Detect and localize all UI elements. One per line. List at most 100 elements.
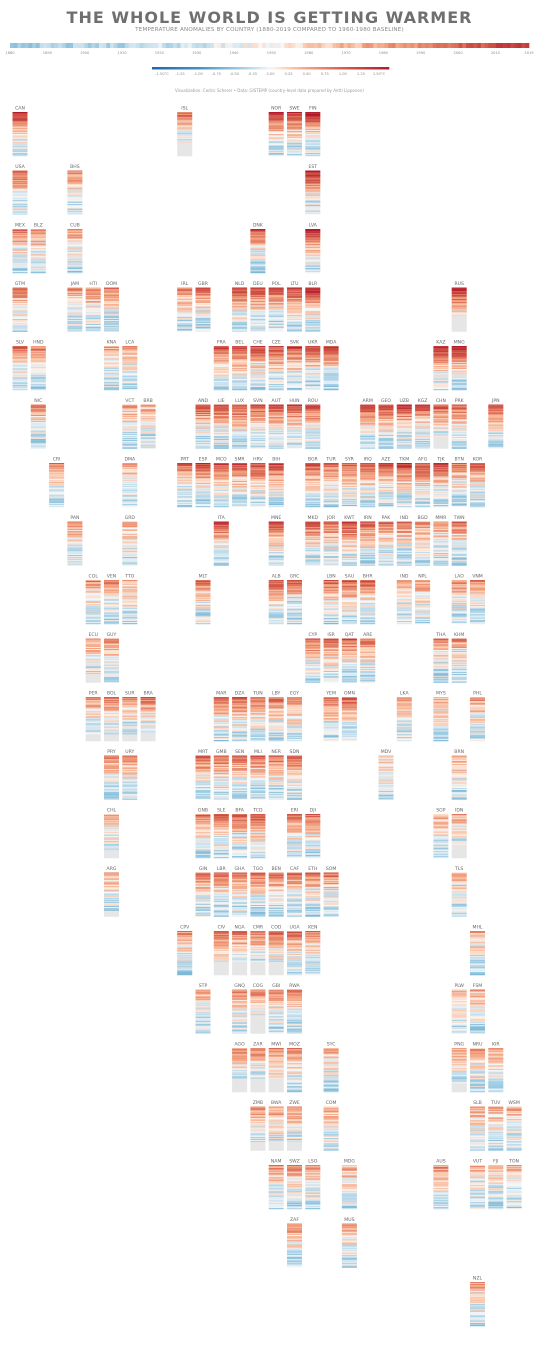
year-stripe bbox=[213, 407, 229, 409]
year-stripe bbox=[451, 412, 467, 414]
year-stripe bbox=[287, 413, 302, 415]
year-stripe bbox=[396, 424, 412, 426]
year-stripe bbox=[287, 446, 302, 448]
year-stripe bbox=[250, 494, 266, 496]
year-stripe bbox=[268, 140, 284, 142]
year-stripe bbox=[470, 621, 485, 623]
year-stripe bbox=[415, 443, 431, 445]
year-stripe bbox=[250, 504, 266, 506]
year-stripe bbox=[195, 434, 211, 436]
year-stripe bbox=[122, 545, 138, 547]
year-stripe bbox=[49, 463, 65, 466]
year-stripe bbox=[195, 330, 211, 332]
year-stripe bbox=[268, 493, 284, 495]
year-stripe bbox=[67, 251, 83, 253]
country-code-label: TJK bbox=[436, 457, 445, 463]
year-stripe bbox=[67, 191, 83, 193]
year-stripe bbox=[30, 426, 46, 428]
year-stripe bbox=[268, 407, 284, 409]
year-stripe bbox=[415, 428, 431, 430]
year-stripe bbox=[451, 422, 467, 424]
year-color-bar bbox=[10, 43, 530, 48]
year-stripe bbox=[85, 289, 101, 291]
year-stripe bbox=[447, 43, 452, 48]
year-stripe bbox=[232, 300, 248, 303]
year-stripe bbox=[104, 606, 119, 608]
year-stripe bbox=[451, 468, 467, 470]
year-stripe bbox=[67, 550, 83, 552]
country-tile-dom: DOM bbox=[104, 281, 119, 332]
year-stripe bbox=[195, 477, 211, 479]
year-stripe bbox=[451, 436, 467, 438]
year-stripe bbox=[122, 384, 138, 386]
year-stripe bbox=[305, 561, 321, 563]
year-stripe bbox=[305, 200, 321, 202]
year-stripe bbox=[30, 254, 46, 257]
year-stripe bbox=[122, 500, 138, 502]
year-stripe bbox=[268, 155, 284, 157]
year-stripe bbox=[195, 611, 211, 613]
year-stripe bbox=[268, 490, 284, 492]
year-stripe bbox=[305, 210, 321, 212]
year-stripe bbox=[213, 498, 229, 500]
year-stripe bbox=[433, 469, 449, 471]
year-stripe bbox=[268, 298, 284, 301]
year-stripe bbox=[232, 367, 248, 369]
year-stripe bbox=[12, 247, 28, 249]
year-stripe bbox=[378, 424, 394, 426]
year-stripe bbox=[67, 538, 83, 540]
year-stripe bbox=[67, 248, 83, 250]
year-stripe bbox=[85, 320, 101, 323]
country-code-label: NPL bbox=[418, 574, 427, 580]
year-stripe bbox=[195, 294, 211, 296]
year-stripe bbox=[415, 435, 431, 437]
year-stripe bbox=[104, 317, 119, 319]
year-stripe bbox=[451, 477, 467, 479]
year-stripe bbox=[30, 235, 46, 237]
year-stripe bbox=[433, 438, 449, 441]
year-stripe bbox=[305, 208, 321, 210]
year-stripe bbox=[287, 354, 302, 356]
year-stripe bbox=[268, 324, 284, 327]
year-stripe bbox=[415, 620, 431, 622]
year-stripe bbox=[451, 365, 467, 367]
year-stripe bbox=[268, 414, 284, 416]
year-stripe bbox=[341, 500, 357, 502]
year-stripe bbox=[433, 526, 449, 528]
country-code-label: SLV bbox=[16, 340, 25, 346]
year-stripe bbox=[341, 497, 357, 499]
year-stripe bbox=[104, 293, 119, 295]
year-stripe bbox=[268, 541, 284, 543]
year-stripe bbox=[232, 433, 248, 435]
year-stripe bbox=[360, 553, 376, 555]
year-stripe bbox=[104, 612, 119, 614]
year-stripe bbox=[67, 195, 83, 197]
year-stripe bbox=[451, 306, 467, 308]
year-stripe bbox=[305, 236, 321, 238]
year-stripe bbox=[177, 134, 193, 136]
year-stripe bbox=[177, 140, 193, 142]
year-stripe bbox=[250, 383, 266, 385]
year-stripe bbox=[378, 445, 394, 447]
year-stripe bbox=[287, 431, 302, 433]
year-stripe bbox=[480, 43, 485, 48]
year-stripe bbox=[287, 407, 302, 409]
year-stripe bbox=[488, 414, 504, 416]
year-stripe bbox=[268, 384, 284, 386]
year-stripe bbox=[323, 373, 339, 375]
year-stripe bbox=[30, 369, 46, 372]
year-stripe bbox=[67, 181, 83, 184]
year-stripe bbox=[213, 378, 229, 380]
year-stripe bbox=[488, 442, 504, 444]
year-stripe bbox=[268, 287, 284, 289]
year-stripe bbox=[287, 447, 302, 449]
year-stripe bbox=[122, 534, 138, 537]
year-stripe bbox=[287, 117, 302, 119]
year-stripe bbox=[341, 532, 357, 534]
year-stripe bbox=[451, 580, 467, 583]
year-stripe bbox=[341, 549, 357, 551]
year-stripe bbox=[122, 380, 138, 382]
year-stripe bbox=[451, 354, 467, 356]
year-stripe bbox=[85, 623, 101, 625]
year-stripe bbox=[268, 557, 284, 560]
